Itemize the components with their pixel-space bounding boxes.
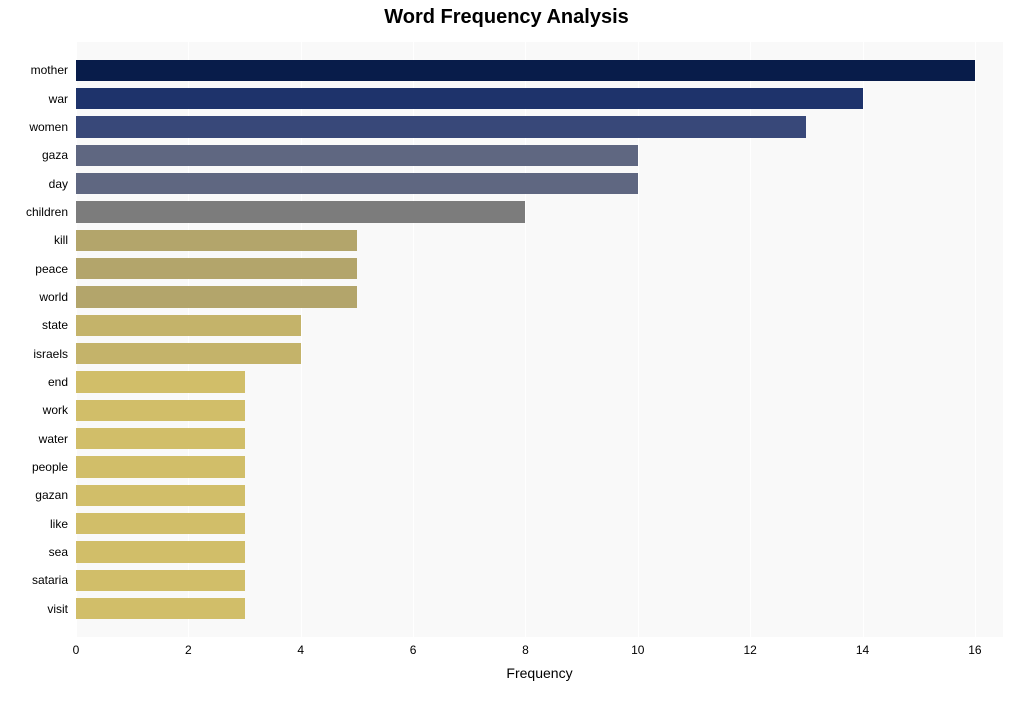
x-tick-label: 0 bbox=[73, 643, 80, 657]
bar bbox=[76, 598, 245, 620]
chart-title: Word Frequency Analysis bbox=[0, 6, 1013, 29]
y-tick-label: children bbox=[0, 205, 74, 219]
bar bbox=[76, 230, 357, 252]
bar bbox=[76, 485, 245, 507]
y-tick-label: visit bbox=[0, 602, 74, 616]
bar bbox=[76, 258, 357, 280]
bar bbox=[76, 456, 245, 478]
y-tick-label: peace bbox=[0, 262, 74, 276]
bar bbox=[76, 343, 301, 365]
x-tick-label: 12 bbox=[743, 643, 756, 657]
bar bbox=[76, 201, 525, 223]
x-tick-label: 6 bbox=[410, 643, 417, 657]
x-tick-label: 2 bbox=[185, 643, 192, 657]
bar bbox=[76, 145, 638, 167]
y-tick-label: gazan bbox=[0, 488, 74, 502]
y-tick-label: mother bbox=[0, 63, 74, 77]
bar bbox=[76, 60, 975, 82]
y-tick-label: kill bbox=[0, 233, 74, 247]
grid-line bbox=[975, 42, 976, 637]
bar bbox=[76, 513, 245, 535]
bar bbox=[76, 428, 245, 450]
y-tick-label: sataria bbox=[0, 573, 74, 587]
x-axis-title: Frequency bbox=[76, 665, 1003, 681]
y-tick-label: state bbox=[0, 318, 74, 332]
bar bbox=[76, 116, 806, 138]
plot-area bbox=[76, 42, 1003, 637]
x-tick-label: 4 bbox=[297, 643, 304, 657]
bar bbox=[76, 315, 301, 337]
bar bbox=[76, 541, 245, 563]
y-tick-label: day bbox=[0, 177, 74, 191]
x-tick-label: 10 bbox=[631, 643, 644, 657]
bar bbox=[76, 400, 245, 422]
y-tick-label: water bbox=[0, 432, 74, 446]
y-tick-label: women bbox=[0, 120, 74, 134]
y-tick-label: sea bbox=[0, 545, 74, 559]
y-tick-label: israels bbox=[0, 347, 74, 361]
x-tick-label: 14 bbox=[856, 643, 869, 657]
y-tick-label: people bbox=[0, 460, 74, 474]
y-tick-label: world bbox=[0, 290, 74, 304]
y-tick-label: gaza bbox=[0, 148, 74, 162]
y-tick-label: work bbox=[0, 403, 74, 417]
bar bbox=[76, 371, 245, 393]
x-tick-label: 16 bbox=[968, 643, 981, 657]
x-tick-label: 8 bbox=[522, 643, 529, 657]
y-tick-label: like bbox=[0, 517, 74, 531]
chart-container: Word Frequency Analysis Frequency 0 2 4 6 8 1… bbox=[0, 0, 1013, 701]
y-tick-label: end bbox=[0, 375, 74, 389]
bar bbox=[76, 570, 245, 592]
bar bbox=[76, 286, 357, 308]
y-tick-label: war bbox=[0, 92, 74, 106]
bar bbox=[76, 173, 638, 195]
bar bbox=[76, 88, 863, 110]
grid-line bbox=[863, 42, 864, 637]
